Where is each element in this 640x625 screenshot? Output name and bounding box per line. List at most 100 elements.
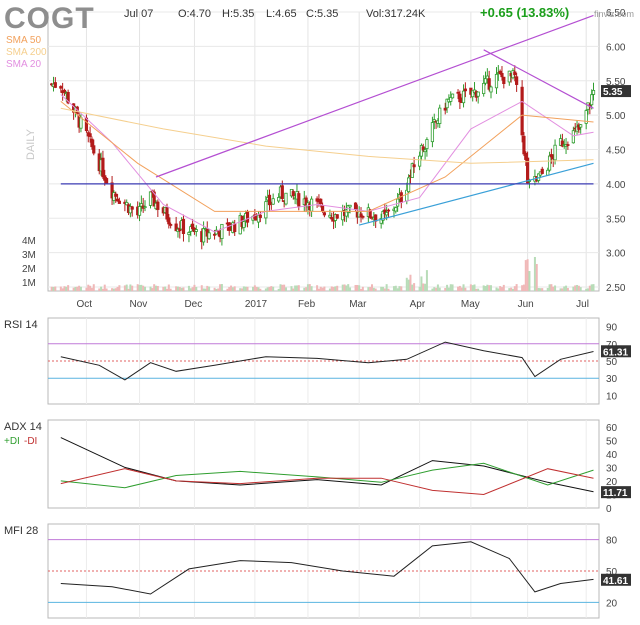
volume-bar (522, 284, 525, 291)
volume-bar (552, 286, 555, 291)
candle-body (520, 86, 524, 136)
volume-bar (528, 271, 531, 291)
volume-bar (167, 284, 170, 291)
open-price: O:4.70 (178, 8, 212, 20)
volume-bar (446, 284, 449, 291)
volume-bar (486, 284, 489, 291)
y-tick-label: 6.50 (606, 8, 626, 19)
rsi-tick-label: 50 (606, 357, 618, 368)
mfi-last-badge: 41.61 (603, 576, 628, 587)
volume-bar (175, 286, 178, 291)
candle-body (361, 215, 365, 218)
candle-body (201, 228, 206, 243)
candle-body (383, 209, 387, 215)
volume-bar (539, 288, 542, 291)
volume-bar (316, 285, 319, 291)
volume-bar (449, 284, 452, 291)
candle-body (524, 152, 528, 160)
volume-bar (471, 285, 474, 291)
volume-bar (87, 284, 90, 291)
volume-bar (220, 284, 223, 291)
candle-body (553, 144, 557, 161)
volume-bar (295, 285, 298, 291)
volume-bar (424, 283, 427, 291)
volume-bar (332, 286, 335, 291)
volume-bar (475, 288, 478, 291)
volume-bar (323, 286, 326, 291)
volume-bar (103, 284, 106, 291)
volume-bar (510, 287, 513, 291)
candle-body (143, 206, 147, 209)
volume-bar (118, 285, 121, 291)
volume-readout: Vol:317.24K (366, 8, 426, 20)
volume-bar (283, 284, 286, 291)
x-tick-label: Mar (349, 299, 367, 310)
plus-di-label: +DI (4, 436, 20, 447)
rsi-tick-label: 10 (606, 391, 618, 402)
volume-bar (436, 284, 439, 291)
candle-body (456, 91, 460, 94)
volume-bar (588, 285, 591, 291)
candle-body (233, 223, 237, 232)
candle-body (443, 107, 447, 111)
candle-body (425, 139, 429, 149)
volume-bar (127, 288, 130, 291)
volume-bar (356, 284, 359, 291)
candle-body (418, 155, 422, 167)
x-tick-label: Apr (410, 299, 426, 310)
volume-bar (497, 288, 500, 291)
brand-link[interactable]: finviz.com (594, 9, 635, 19)
volume-bar (100, 286, 103, 291)
volume-bar (345, 285, 348, 291)
candle-body (513, 71, 517, 76)
volume-bar (563, 286, 566, 291)
candle-body (110, 182, 114, 199)
volume-bar (457, 286, 460, 291)
volume-bar (180, 287, 183, 291)
volume-bar (577, 285, 580, 291)
candle-body (502, 76, 506, 84)
candle-body (189, 226, 193, 232)
volume-bar (484, 285, 487, 291)
volume-bar (230, 285, 233, 291)
candle-body (445, 98, 449, 109)
candle-body (396, 198, 400, 207)
adx-panel (47, 419, 600, 509)
volume-bar (587, 288, 590, 291)
y-tick-label: 5.50 (606, 77, 626, 88)
minus-di-line (60, 468, 594, 496)
candle-body (169, 224, 173, 226)
volume-bar (574, 285, 577, 291)
volume-bar (226, 288, 229, 291)
candle-body (353, 202, 358, 210)
volume-bar (202, 288, 205, 291)
volume-bar (306, 284, 309, 291)
volume-bar (387, 288, 390, 291)
candle-body (90, 138, 94, 148)
candle-body (438, 107, 442, 124)
candle-body (407, 177, 411, 193)
candle-body (152, 191, 156, 207)
volume-bar (360, 288, 363, 291)
candle-body (191, 223, 195, 229)
candle-body (423, 149, 427, 153)
volume-bar (590, 284, 593, 291)
volume-bar (151, 288, 154, 291)
volume-bar (176, 286, 179, 291)
y-tick-label: 6.00 (606, 42, 626, 53)
volume-bar (252, 286, 255, 291)
volume-bar (499, 286, 502, 291)
rsi-label: RSI 14 (4, 319, 38, 331)
volume-bar (193, 284, 196, 291)
volume-bar (369, 286, 372, 291)
candle-body (461, 90, 466, 104)
volume-bar (535, 263, 538, 291)
candle-body (53, 82, 57, 88)
y-tick-label: 5.00 (606, 111, 626, 122)
volume-bar (381, 286, 384, 291)
candle-body (114, 193, 118, 197)
volume-bar (153, 284, 156, 291)
x-tick-label: May (461, 299, 480, 310)
candle-body (115, 198, 120, 202)
volume-bar (321, 287, 324, 291)
